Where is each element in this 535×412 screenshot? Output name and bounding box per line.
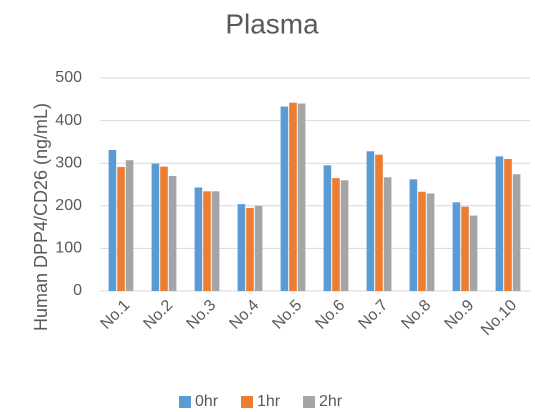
bar bbox=[289, 102, 297, 291]
y-tick-label: 400 bbox=[55, 112, 82, 129]
bar bbox=[418, 191, 426, 291]
bar bbox=[504, 158, 512, 291]
bar bbox=[409, 179, 418, 291]
bar bbox=[194, 187, 203, 291]
chart-title: Plasma bbox=[225, 8, 319, 39]
bar bbox=[426, 193, 435, 291]
legend-label: 0hr bbox=[195, 393, 219, 410]
x-tick-label: No.3 bbox=[183, 297, 219, 333]
bar bbox=[203, 191, 211, 291]
x-tick-label: No.2 bbox=[140, 297, 176, 333]
y-tick-label: 0 bbox=[73, 282, 82, 299]
x-tick-label: No.8 bbox=[398, 297, 434, 333]
bar bbox=[461, 206, 469, 291]
bar bbox=[108, 149, 117, 291]
bar bbox=[237, 204, 246, 291]
bar bbox=[117, 167, 125, 291]
legend-label: 2hr bbox=[319, 393, 343, 410]
bar bbox=[340, 180, 349, 291]
bar bbox=[332, 178, 340, 291]
x-tick-label: No.10 bbox=[478, 297, 520, 339]
bar bbox=[168, 175, 177, 291]
legend-label: 1hr bbox=[257, 393, 281, 410]
x-tick-label: No.4 bbox=[226, 297, 262, 333]
y-tick-label: 200 bbox=[55, 197, 82, 214]
bar bbox=[323, 165, 332, 291]
x-tick-label: No.1 bbox=[97, 297, 133, 333]
legend-swatch bbox=[179, 396, 191, 408]
bar bbox=[452, 202, 461, 291]
bar bbox=[512, 174, 521, 291]
y-tick-label: 500 bbox=[55, 69, 82, 86]
bar bbox=[151, 163, 160, 291]
bar bbox=[246, 207, 254, 291]
x-tick-label: No.5 bbox=[269, 297, 305, 333]
y-tick-label: 300 bbox=[55, 154, 82, 171]
x-tick-label: No.7 bbox=[355, 297, 391, 333]
bar bbox=[469, 215, 478, 291]
bar bbox=[366, 151, 375, 291]
bar bbox=[280, 106, 289, 292]
legend-swatch bbox=[303, 396, 315, 408]
bar bbox=[211, 191, 220, 291]
bar bbox=[375, 154, 383, 291]
bar bbox=[297, 103, 306, 291]
bar bbox=[254, 205, 263, 291]
x-tick-label: No.9 bbox=[441, 297, 477, 333]
legend-swatch bbox=[241, 396, 253, 408]
bar bbox=[495, 156, 504, 291]
x-tick-label: No.6 bbox=[312, 297, 348, 333]
y-tick-label: 100 bbox=[55, 240, 82, 257]
bar bbox=[383, 177, 392, 291]
y-axis-label: Human DPP4/CD26 (ng/mL) bbox=[31, 103, 51, 331]
bar bbox=[125, 160, 134, 291]
bar bbox=[160, 166, 168, 291]
